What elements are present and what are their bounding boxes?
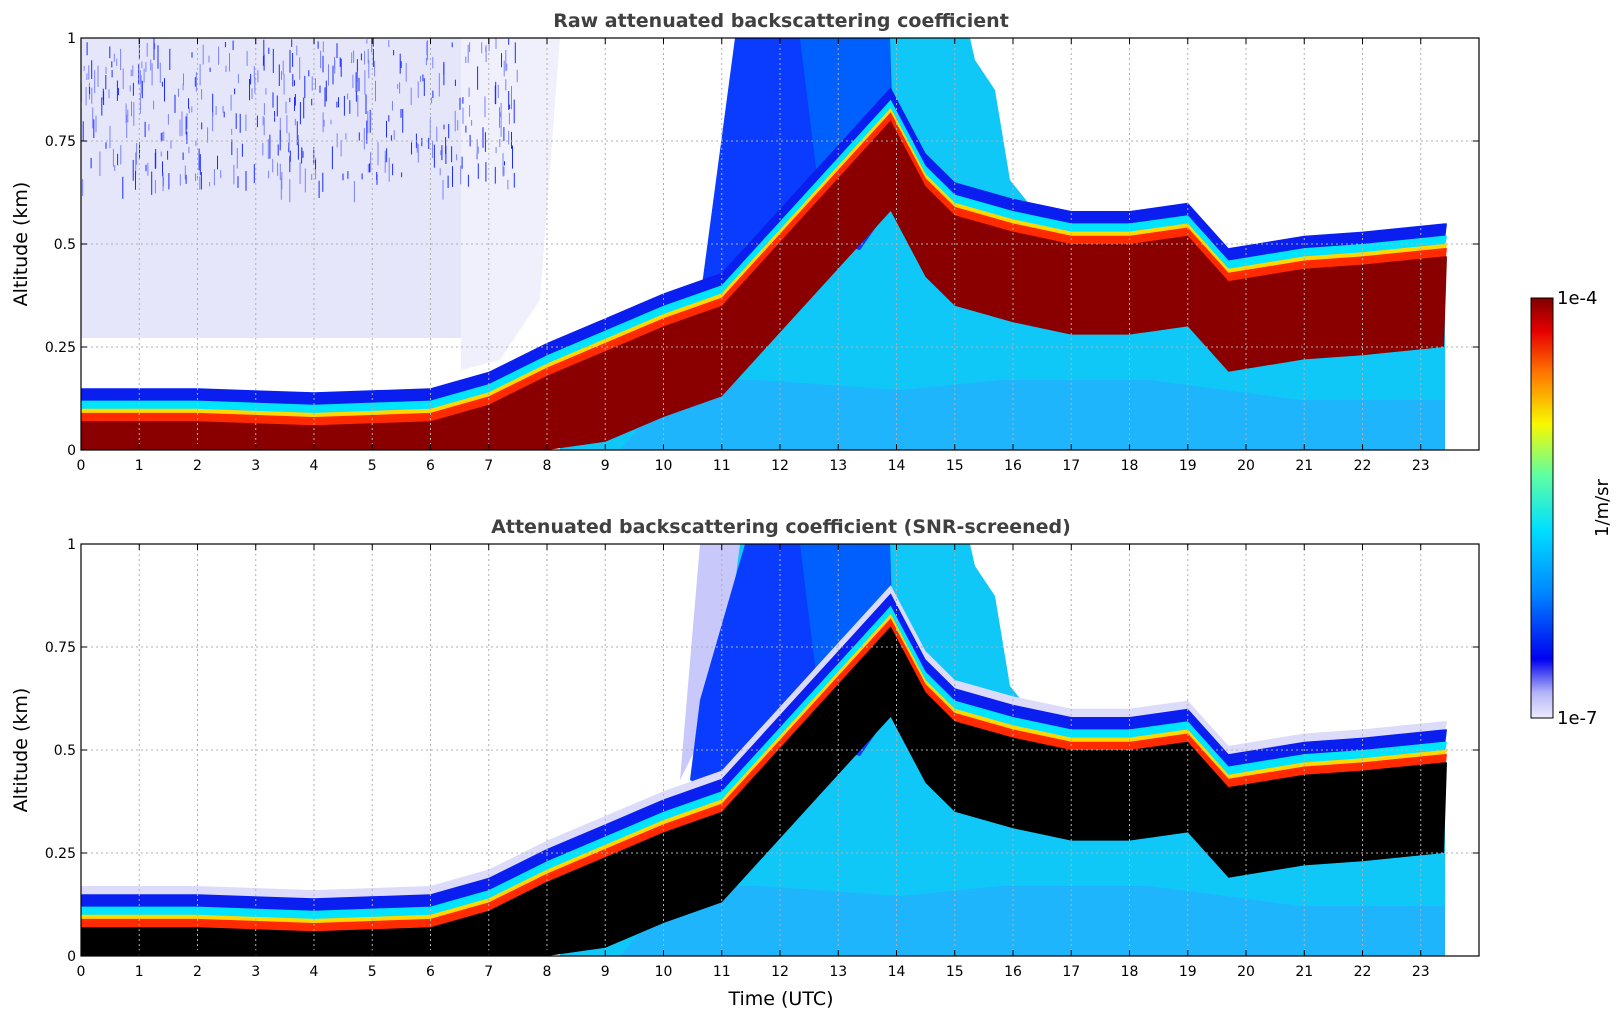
y-tick-label: 0 [67,443,76,459]
colorbar-max-label: 1e-4 [1557,288,1597,309]
panel-screened: Attenuated backscattering coefficient (S… [10,516,1480,1010]
xlabel-screened: Time (UTC) [727,988,833,1010]
x-tick-label: 1 [135,458,144,474]
x-tick-label: 6 [426,964,435,980]
colorbar-min-label: 1e-7 [1557,708,1597,729]
y-tick-label: 1 [67,537,76,553]
x-tick-label: 15 [946,964,964,980]
y-tick-label: 1 [67,31,76,47]
x-tick-label: 17 [1062,964,1080,980]
colorbar-gradient [1530,297,1554,719]
x-tick-label: 11 [713,964,731,980]
x-tick-label: 20 [1237,458,1255,474]
x-tick-label: 23 [1412,458,1430,474]
x-tick-label: 12 [771,458,789,474]
y-ticks-raw: 0 0.25 0.5 0.75 1 [45,31,1479,459]
colorbar: 1e-4 1e-7 1/m/sr [1530,288,1613,729]
x-tick-label: 0 [77,458,86,474]
layer-band-core-raw [81,120,1447,450]
x-tick-label: 2 [193,964,202,980]
pale-edge-screened [680,544,740,780]
x-tick-label: 4 [310,964,319,980]
x-ticks-screened: 0 1 2 3 4 5 6 7 8 9 10 11 12 13 14 15 16 17 18 19 20 21 22 23 [77,544,1430,980]
x-tick-label: 20 [1237,964,1255,980]
x-tick-label: 4 [310,458,319,474]
x-tick-label: 5 [368,964,377,980]
x-tick-label: 9 [601,964,610,980]
x-tick-label: 16 [1004,458,1022,474]
y-tick-label: 0 [67,949,76,965]
panel-raw: Raw attenuated backscattering coefficien… [10,10,1480,474]
y-tick-label: 0.75 [45,134,76,150]
x-tick-label: 23 [1412,964,1430,980]
x-tick-label: 7 [484,458,493,474]
x-ticks-raw: 0 1 2 3 4 5 6 7 8 9 10 11 12 13 14 15 16 17 18 19 20 21 22 23 [77,38,1430,474]
x-tick-label: 13 [829,964,847,980]
y-tick-label: 0.75 [45,640,76,656]
x-tick-label: 15 [946,458,964,474]
colorbar-unit-label: 1/m/sr [1592,478,1613,536]
y-tick-label: 0.5 [54,743,76,759]
x-tick-label: 22 [1354,458,1372,474]
x-tick-label: 0 [77,964,86,980]
x-tick-label: 14 [888,458,906,474]
title-screened: Attenuated backscattering coefficient (S… [491,516,1071,538]
grid-raw [81,38,1479,450]
x-tick-label: 19 [1179,964,1197,980]
ylabel-screened: Altitude (km) [10,688,32,813]
x-tick-label: 12 [771,964,789,980]
x-tick-label: 18 [1121,964,1139,980]
x-tick-label: 8 [543,964,552,980]
x-tick-label: 21 [1295,964,1313,980]
x-tick-label: 10 [655,458,673,474]
y-tick-label: 0.5 [54,237,76,253]
x-tick-label: 2 [193,458,202,474]
x-tick-label: 7 [484,964,493,980]
title-raw: Raw attenuated backscattering coefficien… [553,10,1009,32]
x-tick-label: 9 [601,458,610,474]
x-tick-label: 14 [888,964,906,980]
x-tick-label: 21 [1295,458,1313,474]
x-tick-label: 22 [1354,964,1372,980]
x-tick-label: 17 [1062,458,1080,474]
y-tick-label: 0.25 [45,846,76,862]
x-tick-label: 10 [655,964,673,980]
x-tick-label: 5 [368,458,377,474]
layer-band-core-screened [81,626,1447,956]
x-tick-label: 1 [135,964,144,980]
y-tick-label: 0.25 [45,340,76,356]
noise-region-raw [81,38,461,338]
x-tick-label: 18 [1121,458,1139,474]
noise-streaks-raw [81,38,518,203]
x-tick-label: 3 [251,458,260,474]
x-tick-label: 19 [1179,458,1197,474]
grid-screened [81,544,1479,956]
noise-fade-raw [461,38,560,370]
x-tick-label: 8 [543,458,552,474]
x-tick-label: 16 [1004,964,1022,980]
x-tick-label: 6 [426,458,435,474]
x-tick-label: 3 [251,964,260,980]
x-tick-label: 11 [713,458,731,474]
lower-aerosol-raw [620,380,1445,450]
x-tick-label: 13 [829,458,847,474]
lower-aerosol-screened [620,886,1445,956]
y-ticks-screened: 0 0.25 0.5 0.75 1 [45,537,1479,965]
ylabel-raw: Altitude (km) [10,182,32,307]
